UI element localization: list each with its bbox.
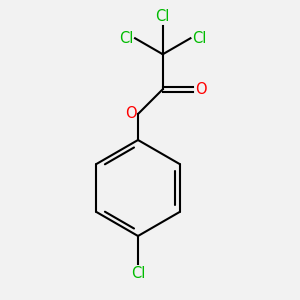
- Text: O: O: [195, 82, 206, 97]
- Text: Cl: Cl: [131, 266, 145, 281]
- Text: O: O: [125, 106, 137, 122]
- Text: Cl: Cl: [156, 9, 170, 24]
- Text: Cl: Cl: [193, 31, 207, 46]
- Text: Cl: Cl: [119, 31, 133, 46]
